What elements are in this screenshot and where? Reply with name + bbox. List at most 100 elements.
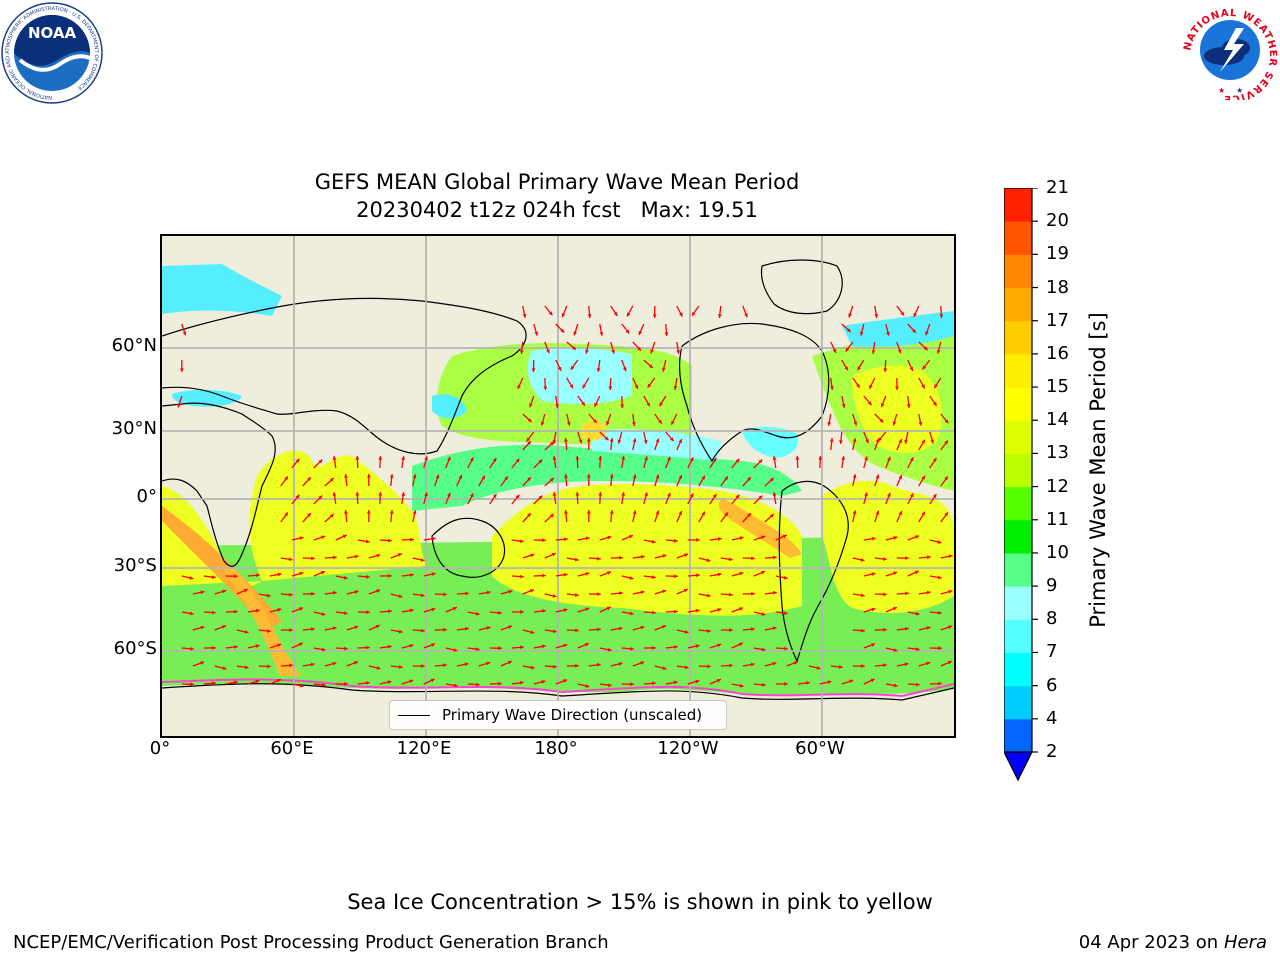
wave-direction-arrowhead xyxy=(667,492,671,497)
wave-direction-arrowhead xyxy=(827,421,832,426)
wave-direction-arrowhead xyxy=(643,439,648,444)
wave-direction-arrowhead xyxy=(676,350,681,354)
wave-direction-arrowhead xyxy=(182,331,187,336)
wave-direction-arrowhead xyxy=(678,475,683,480)
wave-direction-arrowhead xyxy=(921,439,925,444)
run-date-credit: 04 Apr 2023 on Hera xyxy=(1079,932,1267,953)
wave-direction-arrowhead xyxy=(570,365,575,370)
wave-direction-arrowhead xyxy=(717,537,722,541)
wave-direction-arrowhead xyxy=(398,594,403,598)
wave-direction-arrowhead xyxy=(898,439,903,444)
wave-direction-arrowhead xyxy=(458,475,463,480)
wave-direction-arrowhead xyxy=(492,493,497,498)
wave-direction-arrowhead xyxy=(707,664,711,669)
wave-direction-arrowhead xyxy=(190,682,194,687)
north-pacific-cyan xyxy=(527,348,632,405)
wave-direction-arrowhead xyxy=(695,644,700,649)
south-pacific xyxy=(492,483,802,616)
lat-tick-equator: 0° xyxy=(136,486,157,507)
wave-direction-arrowhead xyxy=(845,347,850,352)
wave-direction-arrowhead xyxy=(401,492,406,496)
colorbar-tick-label: 15 xyxy=(1046,376,1069,398)
wave-direction-arrowhead xyxy=(673,645,678,649)
wave-direction-arrows xyxy=(177,305,953,688)
wave-direction-arrowhead xyxy=(596,662,601,667)
wave-direction-arrowhead xyxy=(295,458,300,463)
wave-direction-arrowhead xyxy=(353,661,358,665)
wave-direction-arrowhead xyxy=(560,328,565,333)
wave-direction-arrowhead xyxy=(852,438,857,443)
wave-direction-arrowhead xyxy=(310,662,315,667)
wave-direction-arrowhead xyxy=(926,661,931,666)
wave-direction-arrowhead xyxy=(366,574,370,579)
wave-direction-arrowhead xyxy=(628,534,633,539)
wave-direction-arrowhead xyxy=(618,626,623,631)
wave-direction-arrowhead xyxy=(620,404,625,408)
wave-direction-arrowhead xyxy=(221,625,226,629)
wave-direction-arrowhead xyxy=(298,642,303,647)
wave-direction-arrowhead xyxy=(652,646,656,650)
nws-logo: NATIONAL WEATHER SERVICE ★ ★ xyxy=(1182,3,1277,100)
colorbar-label: Primary Wave Mean Period [s] xyxy=(1086,312,1110,628)
wave-direction-arrowhead xyxy=(443,592,447,597)
wave-direction-arrowhead xyxy=(322,682,326,687)
wave-direction-arrowhead xyxy=(344,510,348,514)
wave-direction-arrowhead xyxy=(841,456,846,460)
colorbar-tick-label: 16 xyxy=(1046,342,1069,364)
wave-direction-arrowhead xyxy=(527,441,531,446)
wave-direction-arrowhead xyxy=(762,682,766,687)
wave-direction-arrowhead xyxy=(887,456,891,461)
wave-direction-arrowhead xyxy=(729,592,733,597)
wave-direction-arrowhead xyxy=(627,312,631,317)
colorbar-tick-label: 10 xyxy=(1046,541,1069,563)
wave-direction-arrowhead xyxy=(684,553,689,557)
wave-direction-arrowhead xyxy=(944,419,949,424)
wave-direction-arrowhead xyxy=(355,456,360,460)
wave-direction-arrowhead xyxy=(311,556,315,561)
wave-direction-arrowhead xyxy=(913,312,917,317)
wave-direction-arrowhead xyxy=(861,664,865,668)
wave-direction-arrowhead xyxy=(318,495,323,500)
wave-direction-arrowhead xyxy=(729,628,733,632)
wave-direction-arrowhead xyxy=(585,349,589,354)
wave-direction-arrowhead xyxy=(934,384,938,389)
wave-direction-arrowhead xyxy=(761,612,766,616)
wave-direction-arrowhead xyxy=(430,678,435,683)
wave-direction-arrowhead xyxy=(585,684,590,688)
wave-direction-arrowhead xyxy=(366,510,371,514)
wave-direction-arrowhead xyxy=(772,456,777,460)
colorbar-tick-label: 2 xyxy=(1046,741,1058,762)
plot-title-line2: 20230402 t12z 024h fcst Max: 19.51 xyxy=(356,198,758,222)
wave-direction-arrowhead xyxy=(508,625,513,629)
colorbar-segment xyxy=(1004,221,1032,255)
colorbar-tick-label: 20 xyxy=(1046,210,1069,232)
plot-title-line1: GEFS MEAN Global Primary Wave Mean Perio… xyxy=(314,170,800,194)
colorbar-tick-label: 17 xyxy=(1046,309,1069,331)
colorbar-tick-label: 14 xyxy=(1046,409,1069,431)
wave-direction-arrowhead xyxy=(343,611,348,616)
wave-direction-arrowhead xyxy=(689,493,694,498)
wave-direction-arrowhead xyxy=(619,591,623,596)
wave-direction-arrowhead xyxy=(871,607,876,612)
wave-direction-arrowhead xyxy=(898,475,903,480)
wave-direction-arrowhead xyxy=(695,608,700,613)
wave-direction-arrowhead xyxy=(883,592,887,597)
wave-direction-arrowhead xyxy=(914,570,919,575)
wave-direction-arrowhead xyxy=(564,438,568,442)
wave-direction-arrowhead xyxy=(712,493,717,498)
wave-direction-arrowhead xyxy=(606,421,610,426)
wave-direction-arrowhead xyxy=(829,386,834,390)
colorbar-tick-label: 21 xyxy=(1046,177,1069,198)
colorbar-tick-label: 6 xyxy=(1046,674,1058,696)
wave-direction-arrowhead xyxy=(527,418,532,423)
wave-direction-arrowhead xyxy=(640,554,645,559)
wave-direction-arrowhead xyxy=(592,419,597,423)
wave-direction-arrowhead xyxy=(355,492,360,496)
wave-direction-arrowhead xyxy=(289,628,293,632)
wave-direction-arrowhead xyxy=(937,540,942,544)
wave-direction-arrowhead xyxy=(597,556,601,561)
colorbar-segment xyxy=(1004,353,1032,388)
wave-direction-arrowhead xyxy=(860,557,865,562)
wave-direction-arrowhead xyxy=(944,476,948,481)
wave-direction-arrowhead xyxy=(212,610,216,615)
